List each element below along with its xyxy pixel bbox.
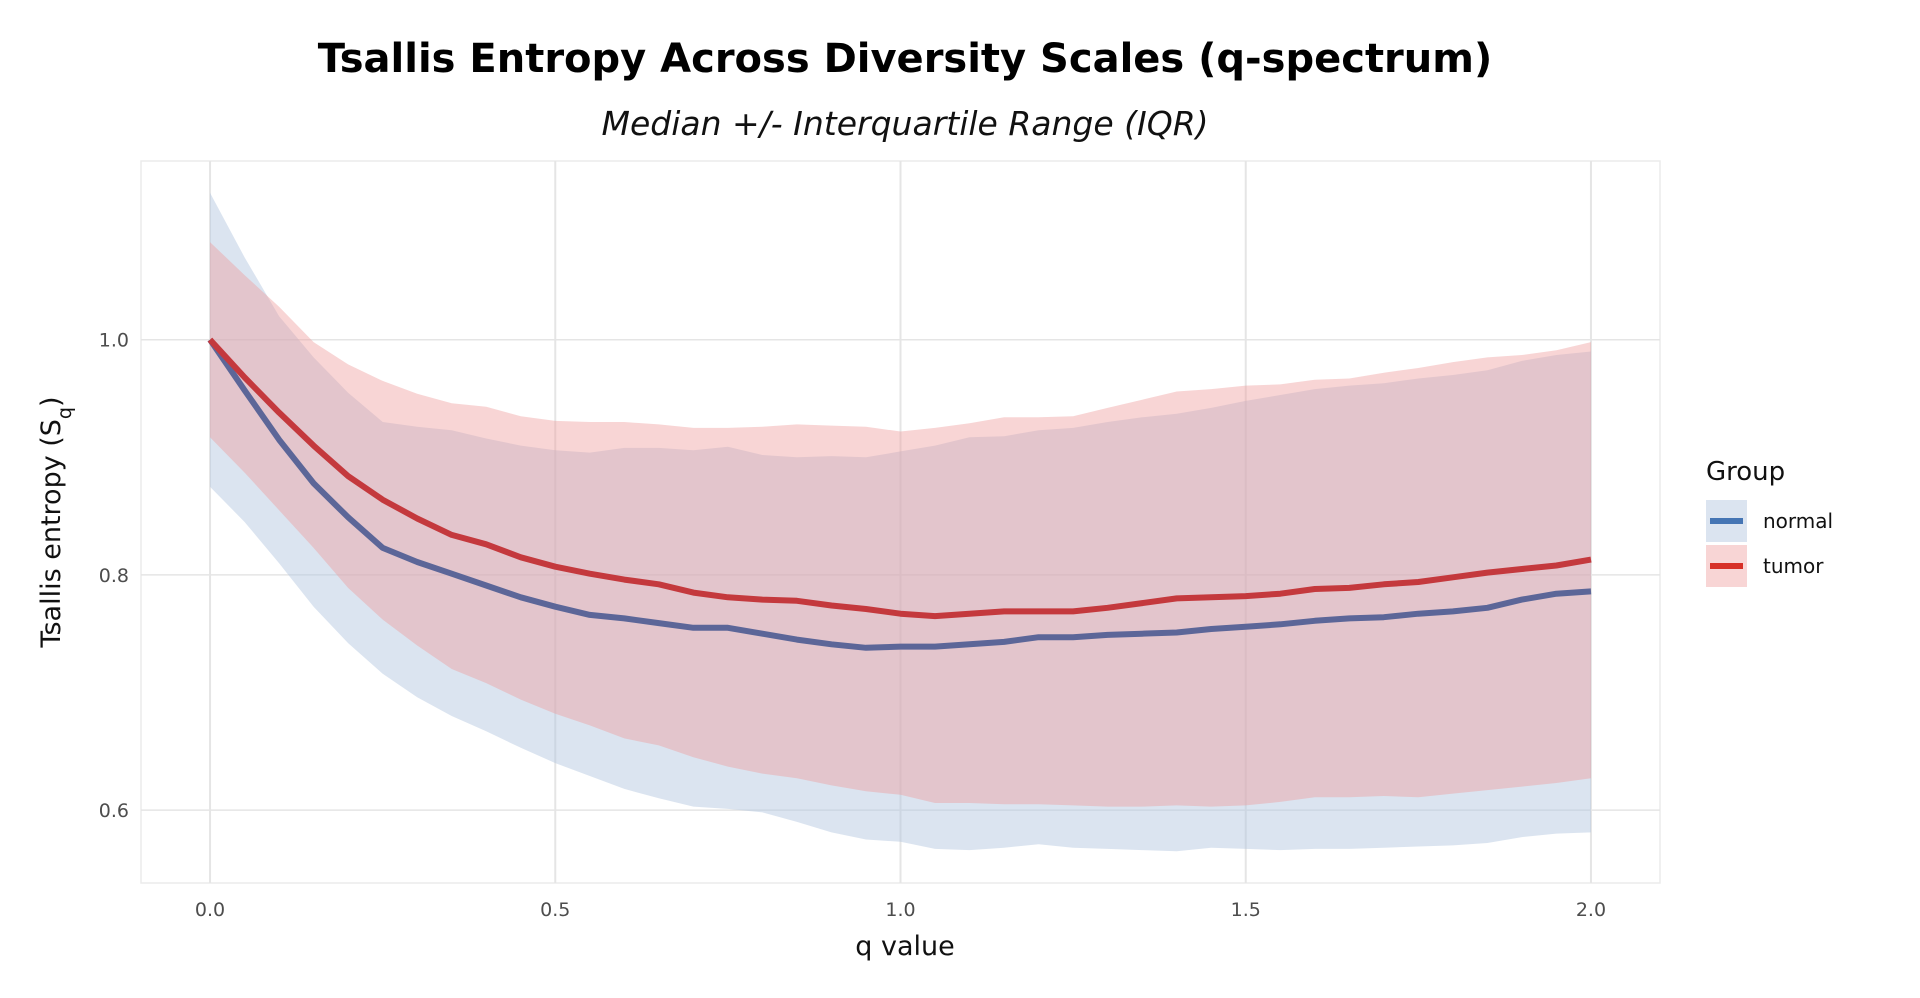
legend-item-tumor: tumor <box>1706 545 1824 587</box>
y-tick-label: 0.8 <box>99 565 129 587</box>
legend-item-normal: normal <box>1706 500 1833 542</box>
x-axis-ticks: 0.0 0.5 1.0 1.5 2.0 <box>195 899 1606 921</box>
iqr-ribbon-tumor <box>210 242 1591 807</box>
y-axis-title: Tsallis entropy (Sq) <box>36 396 76 648</box>
legend: Group normal tumor <box>1706 457 1833 587</box>
median-line-tumor <box>207 337 1592 620</box>
x-tick-label: 0.0 <box>195 899 225 921</box>
y-tick-label: 0.6 <box>99 800 129 822</box>
legend-label-tumor: tumor <box>1763 554 1824 578</box>
median-lines <box>207 337 1592 651</box>
x-axis-title: q value <box>855 931 954 962</box>
chart-subtitle: Median +/- Interquartile Range (IQR) <box>601 104 1208 143</box>
x-tick-label: 2.0 <box>1576 899 1606 921</box>
ribbons <box>210 192 1591 852</box>
x-tick-label: 0.5 <box>540 899 570 921</box>
iqr-ribbon-normal <box>210 192 1591 852</box>
legend-title: Group <box>1706 457 1785 487</box>
median-line-normal <box>207 338 1592 651</box>
y-tick-label: 1.0 <box>99 330 129 352</box>
y-axis-ticks: 0.6 0.8 1.0 <box>99 330 129 822</box>
legend-label-normal: normal <box>1763 509 1833 533</box>
grid <box>141 161 1660 883</box>
x-tick-label: 1.0 <box>885 899 915 921</box>
x-tick-label: 1.5 <box>1231 899 1261 921</box>
chart-title: Tsallis Entropy Across Diversity Scales … <box>318 36 1492 82</box>
